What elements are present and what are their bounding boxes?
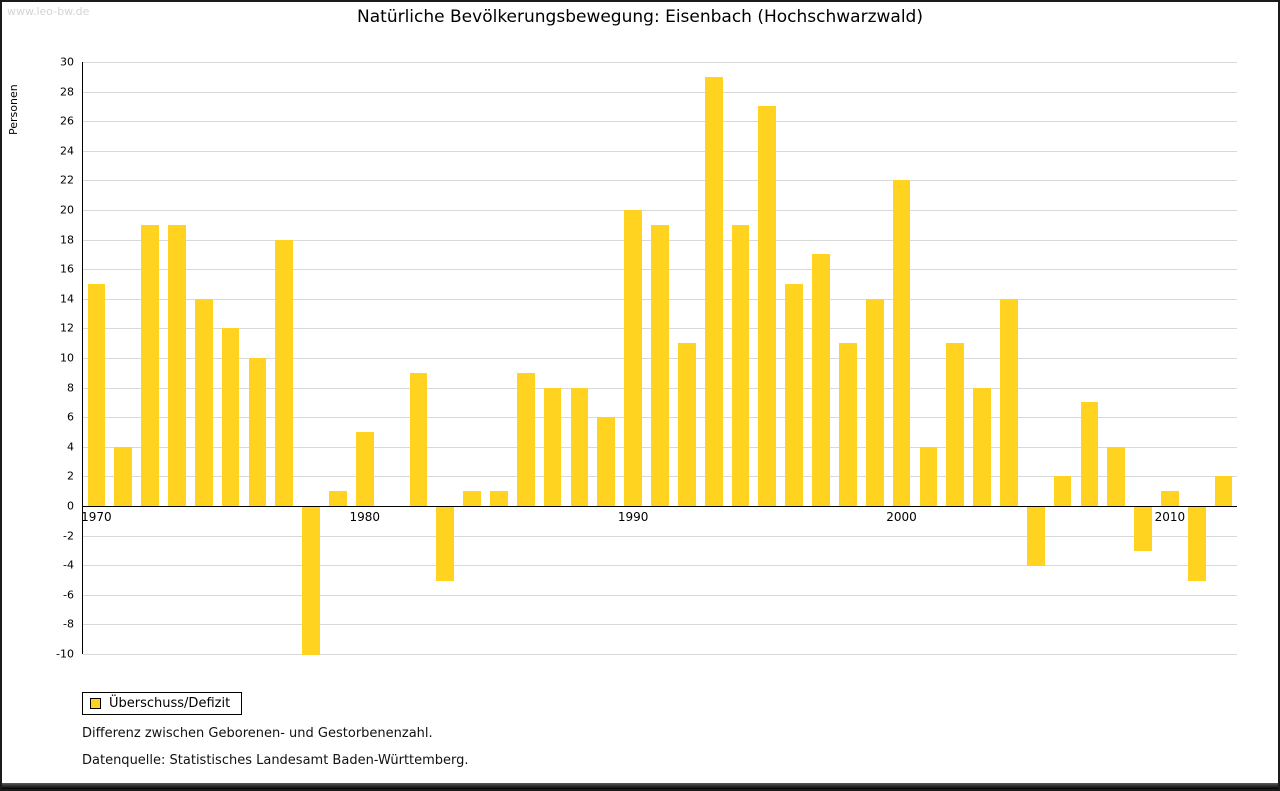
y-tick-label-26: 26 — [60, 114, 74, 128]
bar-2000 — [892, 180, 911, 506]
bar-1986 — [516, 372, 535, 506]
bar-1998 — [839, 343, 857, 506]
y-tick-label-8: 8 — [67, 381, 74, 395]
gridline — [83, 180, 1237, 182]
gridline — [83, 210, 1237, 211]
gridline — [83, 62, 1237, 63]
bar-1978 — [302, 507, 320, 655]
bar-1984 — [463, 491, 481, 506]
bar-1971 — [114, 446, 133, 506]
chart-title: Natürliche Bevölkerungsbewegung: Eisenba… — [357, 7, 923, 27]
bar-2003 — [973, 387, 991, 506]
bar-1982 — [409, 372, 428, 506]
bar-2012 — [1214, 476, 1233, 506]
gridline — [83, 565, 1237, 567]
y-tick-label-6: 6 — [67, 410, 74, 424]
y-tick-label-14: 14 — [60, 292, 74, 306]
bar-2011 — [1187, 507, 1206, 581]
gridline — [83, 594, 1237, 596]
y-tick-label-4: 4 — [67, 440, 74, 454]
bar-1988 — [570, 387, 589, 506]
y-tick-label-28: 28 — [60, 85, 74, 99]
bar-1989 — [597, 417, 616, 506]
y-tick-label-22: 22 — [60, 173, 74, 187]
y-tick-label-12: 12 — [60, 321, 74, 335]
bar-1977 — [275, 239, 294, 506]
bar-1990 — [624, 210, 642, 506]
y-tick-label-10: 10 — [60, 351, 74, 365]
legend-swatch — [90, 698, 101, 709]
gridline — [83, 654, 1237, 655]
bar-2007 — [1080, 402, 1099, 506]
gridline — [83, 535, 1237, 537]
x-tick-label-1970: 1970 — [81, 510, 112, 524]
watermark: www.leo-bw.de — [7, 5, 90, 18]
bar-2002 — [946, 343, 965, 506]
y-tick-label-20: 20 — [60, 203, 74, 217]
x-tick-label-1990: 1990 — [617, 510, 649, 524]
y-tick-label--6: -6 — [63, 588, 74, 602]
footnote-definition: Differenz zwischen Geborenen- und Gestor… — [82, 726, 433, 741]
bar-1974 — [194, 298, 213, 506]
gridline — [83, 150, 1237, 152]
bar-1994 — [731, 224, 750, 506]
gridline — [83, 121, 1237, 123]
y-tick-label--10: -10 — [56, 647, 74, 661]
bar-1976 — [248, 358, 267, 506]
y-tick-label-0: 0 — [67, 499, 74, 513]
y-tick-label-16: 16 — [60, 262, 74, 276]
bar-1995 — [758, 106, 777, 506]
bar-2009 — [1134, 507, 1152, 552]
legend: Überschuss/Defizit — [82, 692, 243, 715]
bar-1979 — [329, 491, 347, 506]
x-tick-label-2000: 2000 — [886, 510, 917, 524]
x-tick-label-1980: 1980 — [349, 510, 381, 524]
bar-1970 — [87, 284, 106, 506]
y-tick-label-24: 24 — [60, 144, 74, 158]
bar-1991 — [651, 224, 669, 506]
bar-1992 — [677, 343, 696, 506]
bar-1975 — [221, 328, 240, 506]
footnote-source: Datenquelle: Statistisches Landesamt Bad… — [82, 753, 469, 768]
bar-2010 — [1161, 491, 1179, 506]
y-tick-label-30: 30 — [60, 55, 74, 69]
bar-2005 — [1026, 507, 1045, 567]
x-tick-label-2010: 2010 — [1154, 510, 1186, 524]
bar-2004 — [1000, 298, 1018, 506]
y-axis-tick-labels: -10 -8 -6 -4 -2 0 2 4 6 8 10 12 14 16 18 20 22 24 26 28 30 — [40, 56, 78, 661]
plot-area: 1970 1980 1990 2000 2010 — [81, 62, 1237, 655]
bar-2006 — [1053, 476, 1072, 506]
bar-1987 — [543, 387, 562, 506]
window-bottom-edge — [2, 783, 1278, 789]
bar-1980 — [355, 432, 374, 506]
gridline — [83, 624, 1237, 626]
bar-2001 — [919, 446, 938, 506]
y-tick-label--8: -8 — [63, 617, 74, 631]
bar-1996 — [785, 284, 804, 506]
bar-1993 — [704, 76, 723, 506]
zero-axis-line — [83, 506, 1237, 507]
bar-1999 — [865, 298, 884, 506]
y-tick-label--4: -4 — [63, 558, 74, 572]
gridline — [83, 91, 1237, 93]
bar-1972 — [141, 224, 159, 506]
bar-1983 — [436, 507, 455, 581]
bar-1997 — [812, 254, 830, 506]
y-axis-label: Personen — [7, 84, 20, 135]
y-tick-label-18: 18 — [60, 233, 74, 247]
y-tick-label-2: 2 — [67, 469, 74, 483]
bar-2008 — [1107, 446, 1126, 506]
bar-1973 — [168, 224, 186, 506]
bar-1985 — [490, 491, 508, 506]
y-tick-label--2: -2 — [63, 529, 74, 543]
legend-label: Überschuss/Defizit — [109, 696, 231, 711]
